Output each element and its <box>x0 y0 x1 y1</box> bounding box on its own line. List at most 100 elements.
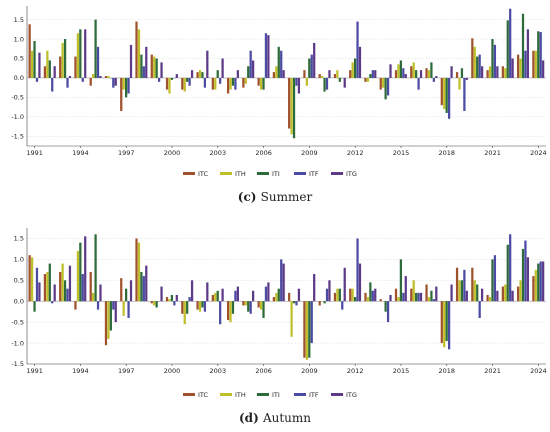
bar-itg-2023 <box>526 257 530 302</box>
bar-ith-2021 <box>488 66 492 78</box>
bar-itf-2022 <box>509 234 512 302</box>
bar-itg-2017 <box>435 286 438 302</box>
bar-iti-1995 <box>94 234 97 302</box>
bar-ith-2022 <box>504 68 507 78</box>
bar-iti-2021 <box>491 259 494 302</box>
bar-itg-2018 <box>450 66 453 78</box>
bar-itc-1992 <box>43 274 47 302</box>
bar-iti-2011 <box>338 288 341 302</box>
bar-itc-2022 <box>501 66 504 78</box>
legend-label-itg: ITG <box>346 391 357 399</box>
bar-itf-1997 <box>127 77 130 94</box>
legend-swatch-iti <box>257 172 269 175</box>
bar-iti-1993 <box>63 280 67 302</box>
bar-ith-2022 <box>504 284 507 302</box>
bar-itg-2023 <box>526 29 530 78</box>
y-tick-label: -0.5 <box>11 94 24 102</box>
y-tick-label: 0.5 <box>14 55 24 63</box>
bar-itf-2009 <box>310 54 313 78</box>
x-tick-label: 1994 <box>72 149 89 157</box>
bar-itg-2010 <box>328 70 331 78</box>
bar-iti-1994 <box>79 29 82 78</box>
bar-itf-2007 <box>280 259 283 302</box>
bar-ith-2009 <box>305 301 308 360</box>
bar-ith-1992 <box>46 50 49 78</box>
bar-itc-2023 <box>516 54 520 78</box>
bar-itf-2003 <box>219 77 222 84</box>
y-tick-label: -1.0 <box>11 113 24 121</box>
bar-ith-2015 <box>397 297 400 302</box>
bar-itf-2023 <box>524 50 527 78</box>
bar-itf-2008 <box>295 301 298 306</box>
bar-iti-1991 <box>33 41 36 78</box>
bar-itg-2015 <box>404 276 407 302</box>
bar-itf-2006 <box>264 286 268 302</box>
bar-itc-2017 <box>425 284 428 302</box>
bar-itc-2000 <box>165 77 169 90</box>
y-tick-label: 0.0 <box>14 74 24 82</box>
bar-ith-1995 <box>92 292 95 302</box>
bar-iti-2023 <box>521 13 525 78</box>
bar-itc-2022 <box>501 286 504 302</box>
x-tick-label: 1997 <box>118 367 135 375</box>
bar-itc-2020 <box>471 38 474 78</box>
bar-ith-2002 <box>198 70 202 78</box>
x-tick-label: 2021 <box>484 367 501 375</box>
y-tick-label: 1.0 <box>14 256 24 264</box>
bar-itf-2013 <box>371 70 374 78</box>
legend-swatch-itf <box>294 393 306 396</box>
bar-ith-2012 <box>351 62 354 78</box>
bar-itc-2000 <box>165 297 169 302</box>
bar-itg-2004 <box>236 70 239 78</box>
bar-itf-2022 <box>509 8 512 78</box>
bar-ith-2000 <box>168 299 171 302</box>
bar-itf-1999 <box>157 77 161 82</box>
bar-itf-2007 <box>280 50 283 78</box>
legend-swatch-itc <box>183 393 195 396</box>
bar-ith-2023 <box>519 58 522 78</box>
bar-itg-1994 <box>84 29 87 78</box>
bar-iti-2003 <box>216 70 219 78</box>
bar-itc-1997 <box>120 77 123 111</box>
bar-itf-1996 <box>112 77 115 88</box>
bar-iti-1991 <box>33 301 36 312</box>
bar-itc-2007 <box>272 72 276 78</box>
bar-iti-2001 <box>186 77 189 82</box>
bar-iti-1997 <box>124 288 128 302</box>
bar-iti-2017 <box>430 290 433 302</box>
bar-iti-1997 <box>124 77 128 98</box>
bar-ith-2017 <box>427 297 431 302</box>
bar-itf-1991 <box>35 77 39 82</box>
bar-iti-2024 <box>537 263 540 302</box>
panel-caption: (c) Summer <box>238 190 313 204</box>
x-tick-label: 2024 <box>530 367 547 375</box>
bar-itg-2016 <box>419 70 423 78</box>
bar-itc-2007 <box>272 297 276 302</box>
bar-ith-1992 <box>46 271 49 302</box>
bar-ith-2021 <box>488 297 492 302</box>
bar-iti-2022 <box>506 244 509 302</box>
bar-iti-2014 <box>384 77 387 100</box>
bar-itc-2024 <box>532 276 535 302</box>
bar-itc-1999 <box>150 301 153 304</box>
x-tick-label: 2018 <box>439 149 456 157</box>
bar-itc-2006 <box>257 301 260 308</box>
bar-ith-2020 <box>473 46 476 78</box>
legend-label-iti: ITI <box>272 170 280 178</box>
bar-itc-2016 <box>410 66 413 78</box>
bar-ith-1997 <box>122 77 125 90</box>
bar-iti-1993 <box>63 39 67 78</box>
bar-itf-2010 <box>325 288 329 302</box>
bar-itg-1995 <box>99 284 102 302</box>
bar-itg-2012 <box>358 46 362 78</box>
bar-ith-2006 <box>259 301 263 310</box>
bar-itc-2002 <box>196 72 199 78</box>
legend-label-itg: ITG <box>346 170 357 178</box>
x-tick-label: 2009 <box>301 149 318 157</box>
bar-itg-2008 <box>297 77 301 94</box>
bar-itc-1999 <box>150 54 153 78</box>
bar-itf-2005 <box>249 50 252 78</box>
legend-label-itf: ITF <box>309 391 319 399</box>
bar-ith-1993 <box>61 263 64 302</box>
bar-itg-1999 <box>160 62 163 78</box>
